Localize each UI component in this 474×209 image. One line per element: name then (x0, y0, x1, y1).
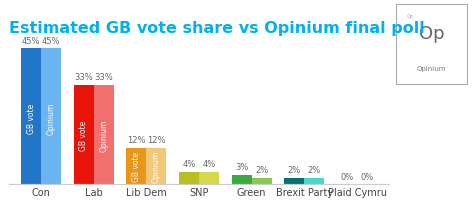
Text: 2%: 2% (308, 167, 321, 176)
Text: 4%: 4% (182, 161, 196, 169)
Bar (252, 178, 272, 184)
Text: GB vote: GB vote (27, 104, 36, 134)
Bar (94, 85, 114, 184)
Text: 0%: 0% (340, 172, 354, 181)
Text: GB vote: GB vote (79, 121, 88, 151)
Bar (127, 148, 146, 184)
Bar (284, 178, 304, 184)
Text: 2%: 2% (255, 167, 268, 176)
Text: 0%: 0% (360, 172, 374, 181)
Text: 45%: 45% (42, 37, 60, 46)
Text: 33%: 33% (94, 73, 113, 82)
Text: Op: Op (406, 14, 413, 19)
Bar (21, 48, 41, 184)
Text: 2%: 2% (288, 167, 301, 176)
Text: 4%: 4% (202, 161, 216, 169)
Bar (232, 175, 252, 184)
Text: GB vote: GB vote (132, 152, 141, 182)
Text: 33%: 33% (74, 73, 93, 82)
Text: Estimated GB vote share vs Opinium final poll: Estimated GB vote share vs Opinium final… (9, 21, 425, 36)
Bar (146, 148, 166, 184)
Text: Opinium: Opinium (417, 66, 446, 72)
Text: Opinium: Opinium (46, 103, 55, 135)
Text: Opinium: Opinium (99, 120, 108, 152)
Text: 3%: 3% (235, 163, 248, 172)
Text: Opinium: Opinium (152, 150, 161, 183)
Bar (199, 172, 219, 184)
Bar (179, 172, 199, 184)
Bar (41, 48, 61, 184)
Bar (74, 85, 94, 184)
Bar (304, 178, 324, 184)
Text: 12%: 12% (147, 136, 166, 145)
Text: 12%: 12% (127, 136, 146, 145)
Text: Op: Op (419, 25, 444, 43)
Text: 45%: 45% (22, 37, 40, 46)
